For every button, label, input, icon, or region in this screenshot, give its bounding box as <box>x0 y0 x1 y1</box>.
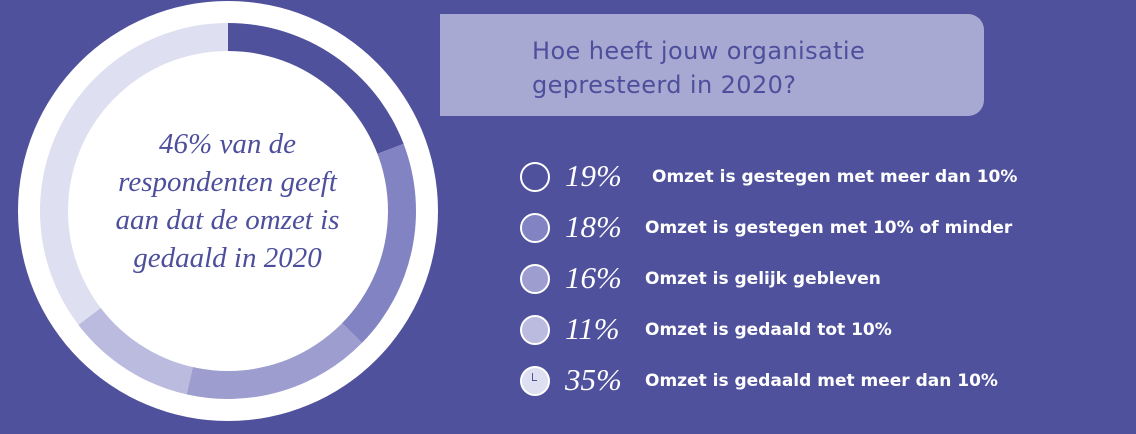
donut-chart <box>18 1 438 421</box>
legend-percentage: 19% <box>565 158 622 193</box>
legend-item: 35% Omzet is gedaald met meer dan 10% <box>520 359 1080 410</box>
legend-label: Omzet is gedaald met meer dan 10% <box>645 371 998 391</box>
legend-label: Omzet is gelijk gebleven <box>645 269 881 289</box>
legend-percentage: 18% <box>565 209 622 244</box>
legend-percentage: 35% <box>565 362 622 397</box>
legend-swatch <box>520 264 550 294</box>
legend-label: Omzet is gedaald tot 10% <box>645 320 892 340</box>
legend-item: 11% Omzet is gedaald tot 10% <box>520 308 1080 359</box>
center-text-line: gedaald in 2020 <box>133 242 322 274</box>
center-text-line: respondenten geeft <box>118 166 337 198</box>
donut-inner-circle <box>68 51 388 371</box>
legend-item: 18% Omzet is gestegen met 10% of minder <box>520 206 1080 257</box>
chart-title-line: Hoe heeft jouw organisatie <box>532 37 866 65</box>
legend: 19% Omzet is gestegen met meer dan 10% 1… <box>520 155 1080 410</box>
legend-label: Omzet is gestegen met meer dan 10% <box>652 167 1018 187</box>
center-text-line: 46% van de <box>159 128 296 160</box>
clock-tick-icon <box>532 373 537 381</box>
legend-swatch <box>520 213 550 243</box>
chart-title-box: Hoe heeft jouw organisatie gepresteerd i… <box>440 14 984 116</box>
center-text-line: aan dat de omzet is <box>115 204 340 236</box>
legend-swatch <box>520 162 550 192</box>
legend-percentage: 16% <box>565 260 622 295</box>
legend-label: Omzet is gestegen met 10% of minder <box>645 218 1013 238</box>
donut-center-text: 46% van de respondenten geeft aan dat de… <box>100 125 355 277</box>
legend-item: 19% Omzet is gestegen met meer dan 10% <box>520 155 1080 206</box>
legend-swatch <box>520 366 550 396</box>
legend-swatch <box>520 315 550 345</box>
legend-item: 16% Omzet is gelijk gebleven <box>520 257 1080 308</box>
legend-percentage: 11% <box>565 311 620 346</box>
chart-title-line: gepresteerd in 2020? <box>532 71 797 99</box>
